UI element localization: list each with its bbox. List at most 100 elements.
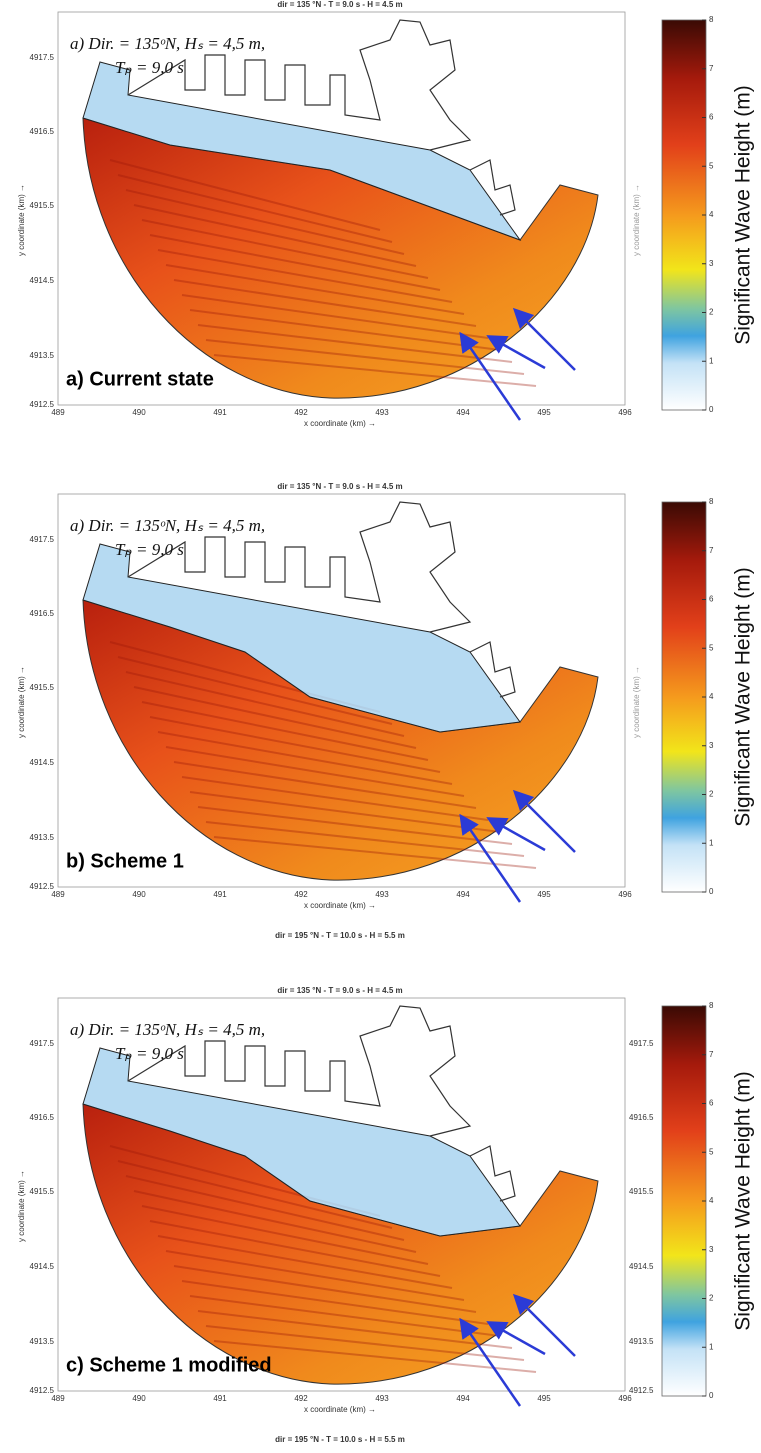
wave-crest — [149, 716, 441, 773]
wave-arrow — [459, 813, 522, 903]
colorbar-tick-label: 1 — [709, 1342, 714, 1351]
x-tick-label: 496 — [618, 408, 632, 417]
x-axis-label: x coordinate (km) → — [304, 901, 376, 910]
colorbar-tick-label: 0 — [709, 405, 714, 414]
wave-crest — [197, 806, 513, 845]
harbour-water — [82, 61, 522, 242]
y-axis-label: y coordinate (km) → — [17, 666, 26, 738]
y-tick-label: 4912.5 — [30, 1386, 55, 1395]
wave-crest — [165, 746, 465, 797]
x-tick-label: 495 — [537, 890, 551, 899]
right-y-tick-label: 4916.5 — [629, 1113, 654, 1122]
x-tick-label: 493 — [375, 890, 389, 899]
wave-crest — [173, 761, 477, 809]
x-tick-label: 494 — [456, 890, 470, 899]
x-tick-label: 491 — [213, 1394, 227, 1403]
wave-crest — [205, 339, 525, 375]
wave-crest — [213, 1340, 537, 1373]
panel-title: dir = 135 °N - T = 9.0 s - H = 4.5 m — [277, 482, 402, 491]
wave-arrow — [512, 307, 576, 371]
wave-crest — [181, 294, 489, 339]
wave-crest — [165, 1250, 465, 1301]
colorbar-tick-label: 3 — [709, 741, 714, 750]
colorbar — [661, 19, 707, 411]
wave-crest — [133, 1190, 417, 1253]
right-y-tick-label: 4917.5 — [629, 1039, 654, 1048]
colorbar-tick-label: 0 — [709, 1391, 714, 1400]
port-dock — [469, 159, 516, 216]
footer: dir = 195 °N - T = 10.0 s - H = 5.5 m — [275, 1435, 405, 1444]
right-y-tick-label: 4913.5 — [629, 1337, 654, 1346]
wave-crest — [197, 324, 513, 363]
x-tick-label: 494 — [456, 1394, 470, 1403]
wave-crest — [141, 701, 429, 761]
wave-crest — [181, 776, 489, 821]
annotation: Tₚ = 9,0 s — [115, 540, 184, 559]
wave-crest — [141, 219, 429, 279]
colorbar-tick-label: 1 — [709, 356, 714, 365]
colorbar-tick-label: 7 — [709, 1050, 714, 1059]
annotation: a) Dir. = 135ᵒN, Hₛ = 4,5 m, — [70, 516, 265, 535]
wave-field — [82, 599, 599, 881]
wave-crest — [181, 1280, 489, 1325]
x-tick-label: 492 — [294, 408, 308, 417]
x-tick-label: 490 — [132, 408, 146, 417]
wave-crest — [173, 279, 477, 327]
y-tick-label: 4916.5 — [30, 127, 55, 136]
wave-crest — [133, 204, 417, 267]
colorbar-tick-label: 8 — [709, 15, 714, 24]
colorbar-label: Significant Wave Height (m) — [732, 567, 755, 826]
colorbar-tick-label: 5 — [709, 1147, 714, 1156]
x-tick-label: 492 — [294, 890, 308, 899]
wave-crest — [213, 354, 537, 387]
colorbar-label: Significant Wave Height (m) — [732, 85, 755, 344]
colorbar-tick-label: 7 — [709, 64, 714, 73]
colorbar-tick-label: 0 — [709, 887, 714, 896]
port-dock — [469, 641, 516, 698]
port-dock — [469, 1145, 516, 1202]
colorbar-tick-label: 7 — [709, 546, 714, 555]
wave-crest — [157, 1235, 453, 1289]
y-axis-label: y coordinate (km) → — [17, 184, 26, 256]
wave-crest — [197, 1310, 513, 1349]
wave-crest — [125, 189, 405, 255]
x-tick-label: 492 — [294, 1394, 308, 1403]
wave-crest — [149, 234, 441, 291]
y-tick-label: 4913.5 — [30, 1337, 55, 1346]
wave-crest — [165, 264, 465, 315]
x-axis-label: x coordinate (km) → — [304, 419, 376, 428]
colorbar-tick-label: 2 — [709, 1294, 714, 1303]
colorbar-tick-label: 5 — [709, 161, 714, 170]
x-tick-label: 496 — [618, 1394, 632, 1403]
wave-crest — [213, 836, 537, 869]
wave-arrow — [512, 789, 576, 853]
wave-crest — [117, 1160, 393, 1229]
port-outline — [127, 19, 472, 151]
y-tick-label: 4917.5 — [30, 53, 55, 62]
x-tick-label: 494 — [456, 408, 470, 417]
colorbar-label: Significant Wave Height (m) — [732, 1071, 755, 1330]
colorbar-tick-label: 6 — [709, 113, 714, 122]
x-tick-label: 489 — [51, 1394, 65, 1403]
colorbar-tick-label: 4 — [709, 692, 714, 701]
x-axis-label: x coordinate (km) → — [304, 1405, 376, 1414]
wave-crest — [205, 1325, 525, 1361]
y-tick-label: 4913.5 — [30, 833, 55, 842]
colorbar-tick-label: 2 — [709, 790, 714, 799]
colorbar-tick-label: 8 — [709, 1001, 714, 1010]
colorbar-tick-label: 6 — [709, 595, 714, 604]
wave-crest — [205, 821, 525, 857]
colorbar-tick-label: 4 — [709, 1196, 714, 1205]
wave-crest — [157, 731, 453, 785]
x-tick-label: 495 — [537, 1394, 551, 1403]
y-tick-label: 4915.5 — [30, 1187, 55, 1196]
panel-title: dir = 135 °N - T = 9.0 s - H = 4.5 m — [277, 986, 402, 995]
wave-crest — [189, 1295, 501, 1337]
y-tick-label: 4917.5 — [30, 535, 55, 544]
panel: dir = 135 °N - T = 9.0 s - H = 4.5 m a) D… — [17, 482, 754, 940]
wave-arrow — [486, 817, 546, 852]
x-tick-label: 491 — [213, 890, 227, 899]
right-y-axis-label: y coordinate (km) → — [632, 666, 641, 738]
harbour-water — [82, 1047, 521, 1237]
